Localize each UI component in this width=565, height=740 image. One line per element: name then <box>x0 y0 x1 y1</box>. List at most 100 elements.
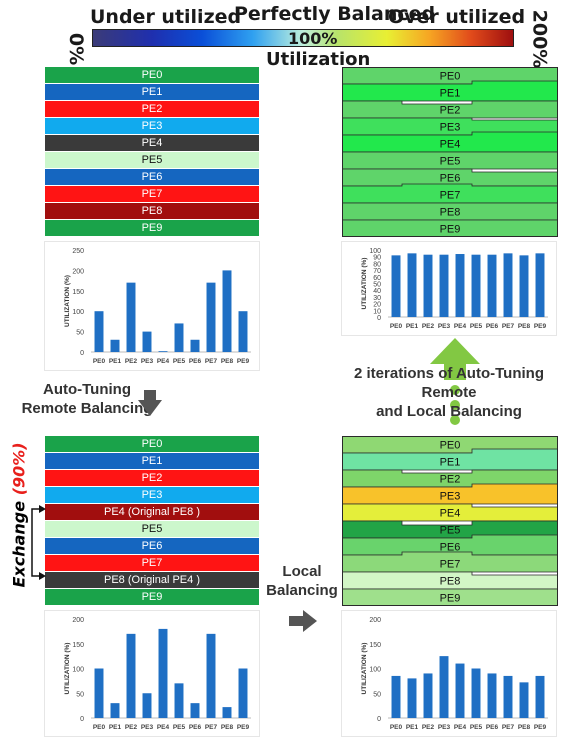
two-hundred-percent-label: 200% <box>528 9 551 69</box>
over-utilized-label: Over utilized <box>388 6 526 28</box>
y-tick-label: 50 <box>76 691 84 698</box>
bar-pe4 <box>158 628 168 718</box>
local-balancing-line-2: Balancing <box>266 582 338 599</box>
x-tick-label: PE2 <box>422 323 435 330</box>
x-tick-label: PE5 <box>470 323 483 330</box>
remote-balancing-line-1: Auto-Tuning <box>42 381 131 398</box>
bar-pe1 <box>110 339 120 352</box>
bar-pe8 <box>519 682 529 718</box>
y-tick-label: 200 <box>72 268 84 275</box>
y-tick-label: 100 <box>369 248 381 255</box>
bar-pe6 <box>487 254 497 317</box>
bar-pe0 <box>391 255 401 317</box>
down-arrow-icon <box>138 390 162 416</box>
pe-row-5: PE5 <box>45 152 259 168</box>
bar-pe9 <box>535 675 545 718</box>
bar-pe6 <box>190 703 200 718</box>
bar-pe9 <box>238 311 248 352</box>
pe-region-9 <box>342 219 558 237</box>
y-tick-label: 250 <box>72 248 84 255</box>
y-tick-label: 100 <box>72 309 84 316</box>
bar-pe1 <box>407 678 417 718</box>
right-arrow-icon <box>289 610 317 632</box>
y-tick-label: 50 <box>76 330 84 337</box>
x-tick-label: PE4 <box>454 724 467 731</box>
x-tick-label: PE1 <box>109 358 122 365</box>
pe-row-6: PE6 <box>45 169 259 185</box>
x-tick-label: PE4 <box>454 323 467 330</box>
pe-region-label-7: PE7 <box>440 190 461 202</box>
pe-row-2: PE2 <box>45 470 259 486</box>
local-utilization-chart-panel: 0 50 100 150 200 UTILIZATION (%) PE0 PE1 PE2 PE3 P… <box>342 611 556 736</box>
pe-region-8 <box>342 202 558 221</box>
x-tick-label: PE6 <box>189 358 202 365</box>
bar-pe0 <box>391 675 401 718</box>
pe-row-9: PE9 <box>45 589 259 605</box>
y-tick-label: 0 <box>377 315 381 322</box>
bar-pe0 <box>94 311 104 352</box>
x-tick-label: PE9 <box>534 724 547 731</box>
stack-frame <box>342 67 558 237</box>
pe-region-label-9: PE9 <box>440 593 461 605</box>
y-axis-label: UTILIZATION (%) <box>64 643 71 695</box>
pe-region-label-0: PE0 <box>440 440 461 452</box>
y-tick-label: 40 <box>373 288 381 295</box>
x-tick-label: PE9 <box>237 358 250 365</box>
pe-region-label-2: PE2 <box>440 105 461 117</box>
bar-pe6 <box>487 673 497 718</box>
final-utilization-chart-panel: 0 10 20 30 40 50 60 70 80 90 100 UTILIZATION (%) PE0… <box>342 242 556 335</box>
remote-balancing-label: Auto-Tuning Remote Balancing <box>12 380 162 418</box>
bar-pe5 <box>471 254 481 317</box>
x-tick-label: PE9 <box>534 323 547 330</box>
pe-row-3: PE3 <box>45 487 259 503</box>
pe-region-9 <box>342 588 558 606</box>
bar-pe3 <box>439 254 449 317</box>
x-tick-label: PE3 <box>438 323 451 330</box>
x-tick-label: PE7 <box>205 724 218 731</box>
initial-utilization-chart-panel: 0 50 100 150 200 250 UTILIZATION (%) PE0 PE1 PE2 P… <box>45 242 259 370</box>
y-axis-label: UTILIZATION (%) <box>361 643 368 695</box>
x-tick-label: PE0 <box>390 323 403 330</box>
pe-region-0 <box>342 67 558 85</box>
hundred-percent-label: 100% <box>288 29 338 48</box>
x-tick-label: PE7 <box>502 323 515 330</box>
bar-pe3 <box>142 331 152 352</box>
x-tick-label: PE2 <box>125 358 138 365</box>
x-tick-label: PE1 <box>109 724 122 731</box>
pe-row-4: PE4 <box>45 135 259 151</box>
y-tick-label: 0 <box>80 716 84 723</box>
x-tick-label: PE2 <box>125 724 138 731</box>
x-tick-label: PE7 <box>502 724 515 731</box>
x-tick-label: PE1 <box>406 323 419 330</box>
pe-row-7: PE7 <box>45 186 259 202</box>
pe-region-label-6: PE6 <box>440 542 461 554</box>
x-tick-label: PE1 <box>406 724 419 731</box>
pe-region-label-6: PE6 <box>440 173 461 185</box>
pe-region-label-7: PE7 <box>440 559 461 571</box>
bar-pe4 <box>455 254 465 317</box>
bar-pe5 <box>471 668 481 718</box>
pe-row-4: PE4 (Original PE8 ) <box>45 504 259 520</box>
bar-pe8 <box>222 270 232 352</box>
x-tick-label: PE9 <box>237 724 250 731</box>
y-tick-label: 200 <box>72 617 84 624</box>
bar-pe1 <box>407 253 417 317</box>
x-tick-label: PE7 <box>205 358 218 365</box>
y-tick-label: 30 <box>373 295 381 302</box>
x-tick-label: PE2 <box>422 724 435 731</box>
initial-pe-stack: PE0 PE1 PE2 PE3 PE4 PE5 PE6 PE7 PE8 PE9 <box>45 67 259 237</box>
bar-pe5 <box>174 683 184 718</box>
perfectly-balanced-label: Perfectly Balanced <box>234 3 436 25</box>
y-tick-label: 20 <box>373 302 381 309</box>
y-axis-label: UTILIZATION (%) <box>361 258 368 310</box>
pe-row-5: PE5 <box>45 521 259 537</box>
under-utilized-label: Under utilized <box>90 6 242 28</box>
final-pe-stack: PE0 PE1 PE2 PE3 PE4 PE5 PE6 PE7 PE8 PE9 <box>342 67 558 237</box>
bar-pe4 <box>158 351 168 352</box>
y-axis-label: UTILIZATION (%) <box>64 275 71 327</box>
pe-region-5 <box>342 151 558 170</box>
iterations-line-2: and Local Balancing <box>376 403 522 420</box>
